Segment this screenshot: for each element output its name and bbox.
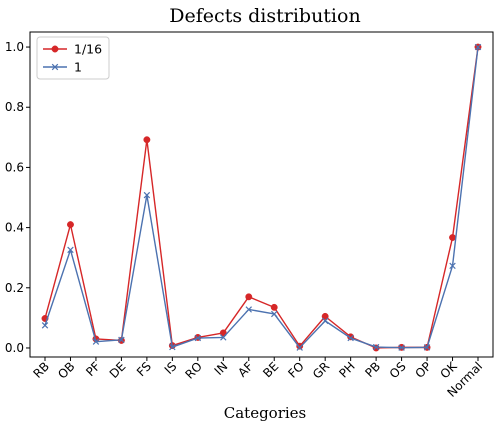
data-point (92, 338, 100, 345)
x-tick-label: GR (310, 359, 332, 381)
y-tick-label: 0.6 (5, 160, 24, 174)
legend-label: 1/16 (74, 42, 102, 57)
chart-title: Defects distribution (169, 5, 360, 27)
plot-area: 0.0 0.2 0.4 0.6 0.8 1.0 RB OB PF DE FS IS RO IN AF BE FO… (5, 31, 494, 400)
x-tick-label: PB (362, 359, 383, 380)
plot-frame (29, 31, 494, 358)
data-point (245, 293, 253, 301)
series-line-1 (44, 46, 479, 349)
x-tick-label: DE (107, 359, 129, 381)
x-tick-label: PF (83, 359, 103, 379)
x-tick-label: PH (336, 359, 357, 380)
data-point (321, 312, 329, 320)
y-tick-label: 0.0 (5, 341, 24, 355)
legend-swatch-marker (51, 63, 59, 71)
data-point (143, 136, 151, 144)
y-tick-label: 0.8 (5, 100, 24, 114)
data-point (372, 343, 380, 351)
legend: 1/16 1 (36, 36, 110, 80)
x-tick-label: BE (260, 359, 281, 380)
data-point (474, 43, 482, 51)
data-point (321, 317, 329, 325)
data-point (271, 310, 278, 318)
data-point (270, 303, 278, 311)
data-point (118, 336, 125, 344)
data-point (449, 262, 456, 270)
y-tick-label: 0.4 (5, 221, 24, 235)
data-point (347, 334, 354, 342)
x-tick-label: IN (212, 359, 231, 378)
x-tick-label: FO (285, 359, 306, 380)
data-point (296, 344, 303, 351)
x-tick-label: OS (387, 359, 409, 381)
data-point (245, 306, 252, 313)
x-tick-label: IS (162, 359, 180, 377)
data-point (398, 344, 405, 351)
data-point (169, 343, 176, 351)
data-point (67, 221, 74, 229)
data-point (449, 234, 456, 241)
data-point (194, 334, 202, 342)
x-axis-label: Categories (224, 404, 307, 422)
x-tick-label: AF (235, 359, 256, 380)
y-tick-label: 1.0 (5, 40, 24, 54)
data-point (41, 322, 49, 329)
data-point (67, 246, 74, 254)
data-point (220, 334, 227, 341)
y-tick-label: 0.2 (5, 281, 24, 295)
legend-label: 1 (74, 60, 82, 75)
x-tick-label: FS (134, 359, 154, 379)
x-tick-label: RO (182, 359, 204, 381)
x-tick-label: OP (412, 359, 434, 381)
data-point (143, 191, 151, 199)
x-tick-label: OB (55, 359, 77, 381)
series-line-0 (44, 46, 479, 349)
x-tick-label: RB (30, 359, 52, 381)
data-point (423, 344, 431, 351)
legend-swatch-marker (51, 45, 59, 53)
